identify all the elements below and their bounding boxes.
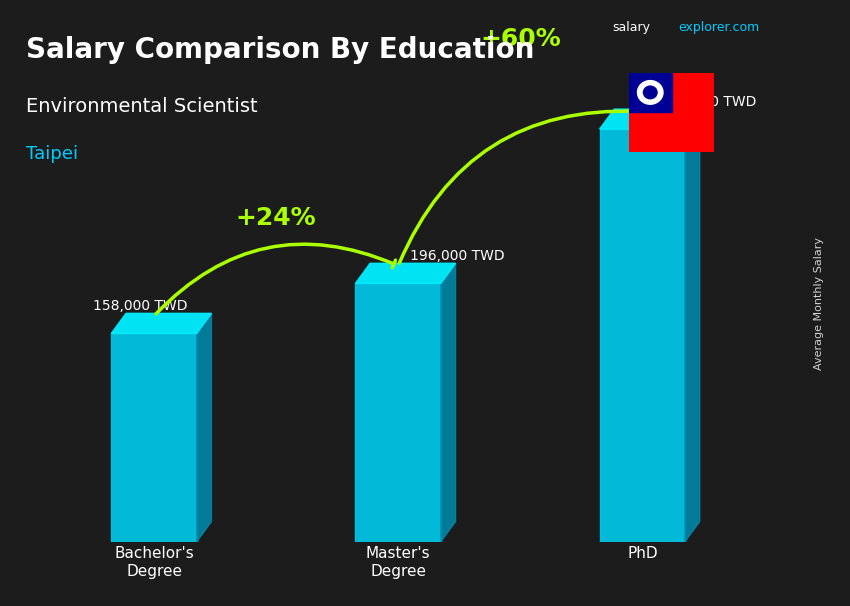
Circle shape [643,86,657,99]
Bar [355,284,441,542]
Text: explorer.com: explorer.com [678,21,760,34]
Polygon shape [441,263,456,542]
Polygon shape [685,109,700,542]
Text: Salary Comparison By Education: Salary Comparison By Education [26,36,534,64]
Text: Average Monthly Salary: Average Monthly Salary [814,236,824,370]
Text: 158,000 TWD: 158,000 TWD [93,299,188,313]
Bar [629,73,672,112]
Polygon shape [197,313,212,542]
Text: 313,000 TWD: 313,000 TWD [662,95,756,109]
Text: +24%: +24% [235,206,316,230]
Text: 196,000 TWD: 196,000 TWD [411,249,505,263]
Text: salary: salary [612,21,650,34]
Text: +60%: +60% [480,27,561,51]
Polygon shape [599,109,700,129]
Bar [599,129,685,542]
Circle shape [638,81,663,104]
Text: Environmental Scientist: Environmental Scientist [26,97,257,116]
Polygon shape [111,313,212,333]
Text: Taipei: Taipei [26,145,77,164]
Polygon shape [355,263,456,284]
Bar [111,333,197,542]
